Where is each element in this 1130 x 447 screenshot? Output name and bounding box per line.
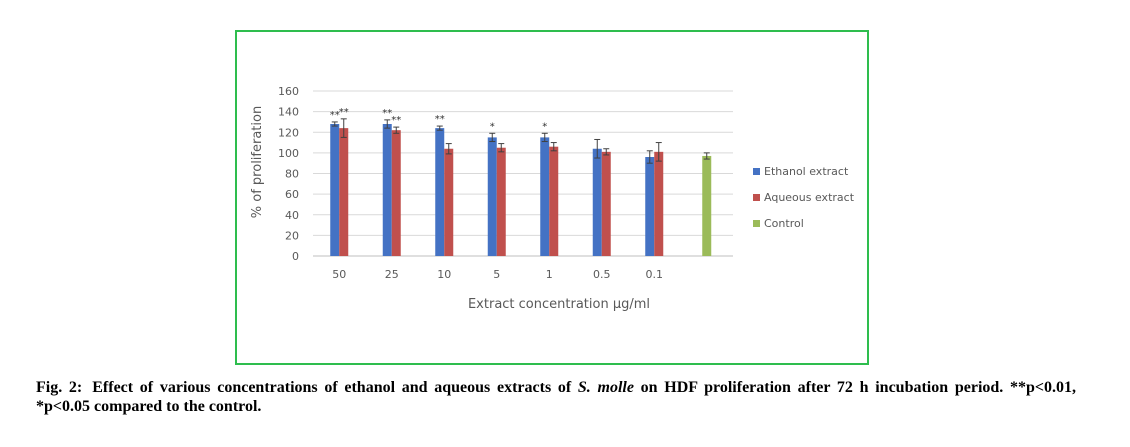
- legend: Ethanol extract Aqueous extract Control: [753, 165, 855, 230]
- ethanol-extract-bar: [330, 124, 340, 256]
- legend-label-aqueous-extract: Aqueous extract: [764, 191, 855, 204]
- legend-swatch-ethanol-extract: [753, 168, 760, 175]
- y-tick-label: 120: [278, 126, 299, 139]
- aqueous-extract-bar: [339, 128, 349, 256]
- aqueous-extract-bar: [444, 148, 454, 256]
- ethanol-extract-bar: [540, 137, 550, 256]
- y-tick-label: 20: [285, 229, 299, 242]
- aqueous-extract-bar: [549, 146, 559, 256]
- error-bars: [331, 118, 710, 164]
- aqueous-extract-bar: [496, 147, 506, 256]
- ethanol-extract-bar: [435, 128, 445, 256]
- significance-marker: **: [391, 115, 401, 126]
- ethanol-extract-bar: [592, 148, 602, 256]
- species-name: S. molle: [577, 379, 634, 396]
- figure-label: Fig. 2:: [36, 379, 83, 396]
- significance-marker: *: [542, 121, 547, 132]
- x-tick-label: 0.1: [646, 268, 664, 281]
- bars: [330, 124, 712, 256]
- y-tick-label: 140: [278, 106, 299, 119]
- aqueous-extract-bar: [654, 151, 664, 256]
- x-tick-label: 5: [493, 268, 500, 281]
- ethanol-extract-bar: [645, 157, 655, 256]
- caption-text-before: Effect of various concentrations of etha…: [92, 379, 578, 396]
- legend-label-ethanol-extract: Ethanol extract: [764, 165, 849, 178]
- significance-marker: **: [339, 107, 349, 118]
- control-bar: [702, 155, 712, 256]
- significance-marker: **: [382, 108, 392, 119]
- x-tick-label: 50: [332, 268, 346, 281]
- figure-caption: Fig. 2: Effect of various concentrations …: [36, 378, 1076, 416]
- significance-markers: ** ** **** *** *: [330, 107, 548, 132]
- x-tick-label: 1: [546, 268, 553, 281]
- chart-frame: 0 20 40 60 80 100 120 140 160 ** ** ** ** ** * * 50 25 1…: [235, 30, 869, 365]
- x-tick-labels: 50 25 10 5 1 0.5 0.1: [332, 268, 663, 281]
- x-tick-label: 10: [437, 268, 451, 281]
- y-tick-label: 100: [278, 147, 299, 160]
- ethanol-extract-bar: [487, 137, 497, 256]
- ethanol-extract-bar: [382, 124, 392, 256]
- caption-text-after: on HDF proliferation after 72 h incubati…: [36, 379, 1077, 415]
- y-tick-label: 0: [292, 250, 299, 263]
- x-tick-label: 0.5: [593, 268, 611, 281]
- legend-label-control: Control: [764, 217, 804, 230]
- significance-marker: **: [435, 114, 445, 125]
- legend-swatch-aqueous-extract: [753, 194, 760, 201]
- y-axis-title: % of proliferation: [250, 106, 265, 218]
- y-tick-labels: 0 20 40 60 80 100 120 140 160: [278, 85, 299, 263]
- y-tick-label: 40: [285, 209, 299, 222]
- grid-lines: [313, 90, 733, 257]
- significance-marker: *: [490, 121, 495, 132]
- y-tick-label: 80: [285, 168, 299, 181]
- legend-swatch-control: [753, 220, 760, 227]
- x-tick-label: 25: [385, 268, 399, 281]
- y-tick-label: 160: [278, 85, 299, 98]
- significance-marker: **: [330, 110, 340, 121]
- aqueous-extract-bar: [601, 151, 611, 256]
- x-axis-title: Extract concentration µg/ml: [468, 297, 650, 312]
- aqueous-extract-bar: [391, 130, 401, 256]
- y-tick-label: 60: [285, 188, 299, 201]
